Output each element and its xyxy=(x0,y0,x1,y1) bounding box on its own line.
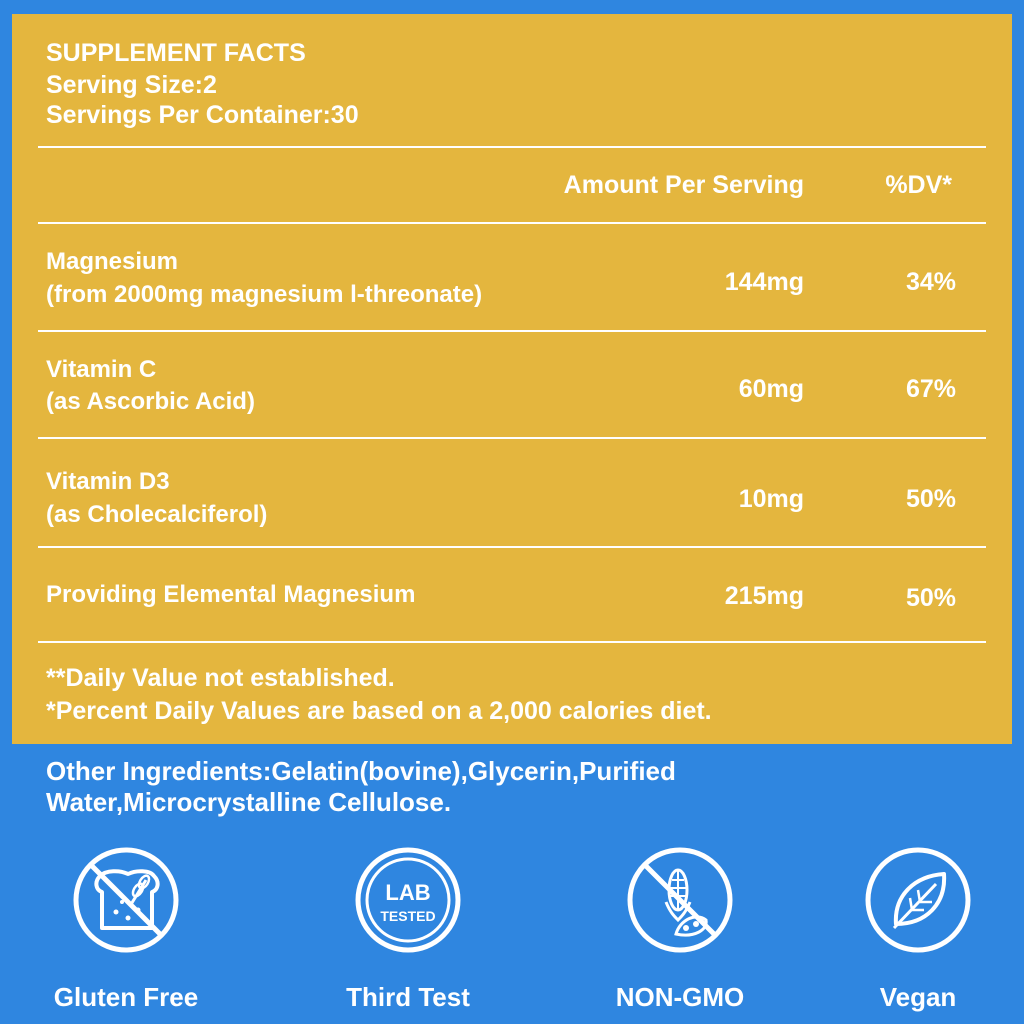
nutrient-source: (as Cholecalciferol) xyxy=(46,501,268,528)
nutrient-amount: 10mg xyxy=(738,485,804,513)
badge-label: Vegan xyxy=(879,982,957,1012)
servings-per-container: Servings Per Container:30 xyxy=(46,101,359,129)
nutrient-name: Magnesium xyxy=(46,248,179,275)
lab-tested-icon: LAB TESTED xyxy=(355,847,461,953)
facts-title: SUPPLEMENT FACTS xyxy=(46,39,306,67)
badge-label: Gluten Free xyxy=(53,982,199,1012)
badge-gluten-free: Gluten Free xyxy=(36,836,216,1016)
non-gmo-icon xyxy=(627,847,733,953)
divider xyxy=(38,146,986,148)
footnote-daily-value: **Daily Value not established. xyxy=(46,664,395,692)
nutrient-amount: 215mg xyxy=(724,582,804,610)
badge-label: Third Test xyxy=(346,982,470,1012)
divider xyxy=(38,641,986,643)
nutrient-amount: 144mg xyxy=(724,268,804,296)
nutrient-dv: 50% xyxy=(905,485,956,513)
other-ingredients: Other Ingredients:Gelatin(bovine),Glycer… xyxy=(46,756,676,818)
badge-label: NON-GMO xyxy=(615,982,745,1012)
badge-third-test: LAB TESTED Third Test xyxy=(318,836,498,1016)
nutrient-dv: 34% xyxy=(905,268,956,296)
badge-vegan: Vegan xyxy=(828,836,1008,1016)
divider xyxy=(38,546,986,548)
other-ingredients-line: Water,Microcrystalline Cellulose. xyxy=(46,787,452,817)
tested-text: TESTED xyxy=(380,908,435,924)
lab-text: LAB xyxy=(385,880,430,905)
nutrient-source: (from 2000mg magnesium l-threonate) xyxy=(46,281,483,308)
nutrient-dv: 50% xyxy=(905,584,956,612)
nutrient-source: (as Ascorbic Acid) xyxy=(46,388,255,415)
column-header-dv: %DV* xyxy=(885,171,952,199)
footnote-percent-daily: *Percent Daily Values are based on a 2,0… xyxy=(46,697,712,725)
column-header-amount: Amount Per Serving xyxy=(563,171,804,199)
divider xyxy=(38,330,986,332)
divider xyxy=(38,437,986,439)
nutrient-amount: 60mg xyxy=(738,375,804,403)
gluten-free-icon xyxy=(73,847,179,953)
nutrient-name: Vitamin C xyxy=(46,356,157,383)
nutrient-name: Providing Elemental Magnesium xyxy=(46,581,416,608)
divider xyxy=(38,222,986,224)
serving-size: Serving Size:2 xyxy=(46,71,217,99)
other-ingredients-line: Other Ingredients:Gelatin(bovine),Glycer… xyxy=(46,756,676,786)
nutrient-name: Vitamin D3 xyxy=(46,468,170,495)
leaf-icon xyxy=(865,847,971,953)
nutrient-dv: 67% xyxy=(905,375,956,403)
badge-non-gmo: NON-GMO xyxy=(590,836,770,1016)
supplement-facts-panel: SUPPLEMENT FACTS Serving Size:2 Servings… xyxy=(12,14,1012,744)
